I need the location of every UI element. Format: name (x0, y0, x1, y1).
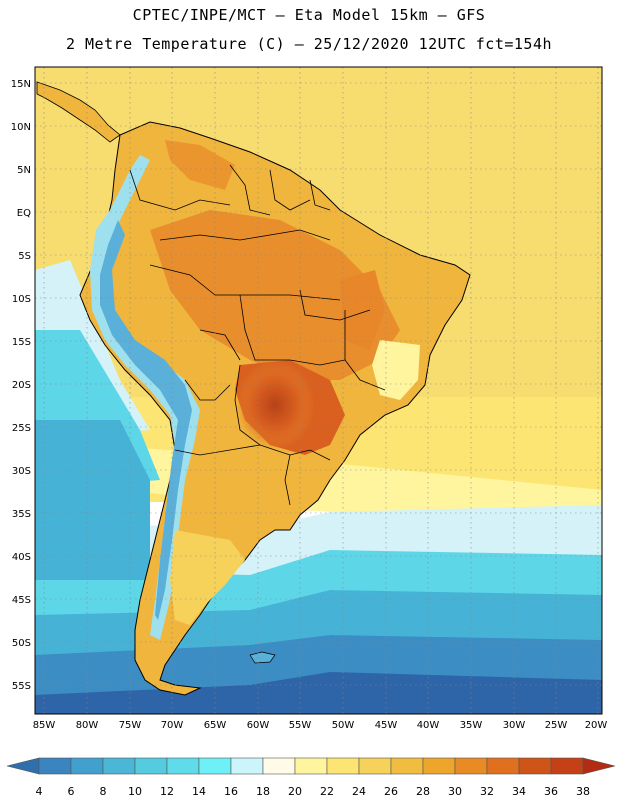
scale-swatch (326, 757, 360, 775)
lon-label: 65W (204, 720, 227, 731)
scale-label: 32 (480, 785, 494, 798)
ocean-cold-band-3 (35, 635, 602, 700)
lat-label: 50S (12, 638, 31, 649)
lon-label: 40W (417, 720, 440, 731)
scale-arrow-high (582, 757, 616, 775)
scale-label: 12 (160, 785, 174, 798)
color-scale-swatches (6, 757, 616, 775)
temperature-map: 15N 10N 5N EQ 5S 10S 15S 20S 25S 30S 35S… (11, 66, 608, 731)
lon-label: 20W (585, 720, 608, 731)
falkland-islands (249, 651, 276, 664)
scale-label: 26 (384, 785, 398, 798)
scale-swatch (422, 757, 456, 775)
scale-label: 20 (288, 785, 302, 798)
map-title-line-2: 2 Metre Temperature (C) – 25/12/2020 12U… (65, 35, 553, 53)
lat-label: 25S (12, 423, 31, 434)
lat-label: 20S (12, 380, 31, 391)
central-america-land (36, 81, 121, 143)
scale-swatch (230, 757, 264, 775)
lat-label: 5S (18, 251, 31, 262)
scale-swatch (486, 757, 520, 775)
lon-label: 85W (33, 720, 56, 731)
paraguay-hottest-spot (235, 360, 315, 450)
lat-label: 55S (12, 681, 31, 692)
scale-swatch (390, 757, 424, 775)
lat-label: 35S (12, 509, 31, 520)
scale-swatch (518, 757, 552, 775)
scale-swatch (294, 757, 328, 775)
map-frame (34, 66, 603, 715)
lon-label: 60W (247, 720, 270, 731)
pacific-colder-strip (35, 420, 150, 580)
scale-swatch (358, 757, 392, 775)
lat-label: 15N (11, 79, 31, 90)
scale-swatch (134, 757, 168, 775)
scale-label: 36 (544, 785, 558, 798)
scale-arrow-low (6, 757, 40, 775)
scale-swatch (102, 757, 136, 775)
scale-label: 24 (352, 785, 366, 798)
country-borders (129, 164, 386, 506)
lon-label: 80W (76, 720, 99, 731)
lat-label: 40S (12, 552, 31, 563)
lon-label: 55W (289, 720, 312, 731)
lat-label: 30S (12, 466, 31, 477)
lon-label: 35W (460, 720, 483, 731)
patagonia-warm-region (170, 530, 245, 625)
scale-label: 8 (100, 785, 107, 798)
lat-label: 5N (17, 165, 31, 176)
lon-label: 50W (332, 720, 355, 731)
lon-label: 45W (375, 720, 398, 731)
color-scale-bar: 4 6 8 10 12 14 16 18 20 22 24 26 28 30 3… (6, 757, 616, 798)
scale-label: 30 (448, 785, 462, 798)
scale-label: 38 (576, 785, 590, 798)
longitude-labels: 85W 80W 75W 70W 65W 60W 55W 50W 45W 40W … (33, 720, 608, 731)
ocean-cold-band-4 (35, 672, 602, 714)
lat-label: EQ (17, 208, 31, 219)
lon-label: 25W (545, 720, 568, 731)
scale-swatch (550, 757, 584, 775)
scale-label: 10 (128, 785, 142, 798)
scale-swatch (38, 757, 72, 775)
map-title-line-1: CPTEC/INPE/MCT – Eta Model 15km – GFS (132, 6, 486, 24)
lat-label: 10S (12, 294, 31, 305)
north-hot-region (165, 140, 235, 190)
lon-label: 70W (161, 720, 184, 731)
scale-swatch (454, 757, 488, 775)
east-brazil-hot-region (340, 270, 385, 350)
scale-label: 6 (68, 785, 75, 798)
scale-label: 18 (256, 785, 270, 798)
andes-cold-core (100, 220, 192, 620)
lon-label: 75W (119, 720, 142, 731)
scale-label: 4 (36, 785, 43, 798)
scale-swatch (70, 757, 104, 775)
lat-label: 10N (11, 122, 31, 133)
scale-swatch (262, 757, 296, 775)
scale-label: 16 (224, 785, 238, 798)
scale-label: 28 (416, 785, 430, 798)
lat-label: 45S (12, 595, 31, 606)
lat-label: 15S (12, 337, 31, 348)
brazil-highlands-cool (372, 340, 420, 400)
lon-label: 30W (503, 720, 526, 731)
scale-label: 14 (192, 785, 206, 798)
color-scale-labels: 4 6 8 10 12 14 16 18 20 22 24 26 28 30 3… (36, 785, 591, 798)
scale-swatch (166, 757, 200, 775)
scale-label: 22 (320, 785, 334, 798)
latitude-labels: 15N 10N 5N EQ 5S 10S 15S 20S 25S 30S 35S… (11, 79, 31, 692)
scale-label: 34 (512, 785, 526, 798)
scale-swatch (198, 757, 232, 775)
